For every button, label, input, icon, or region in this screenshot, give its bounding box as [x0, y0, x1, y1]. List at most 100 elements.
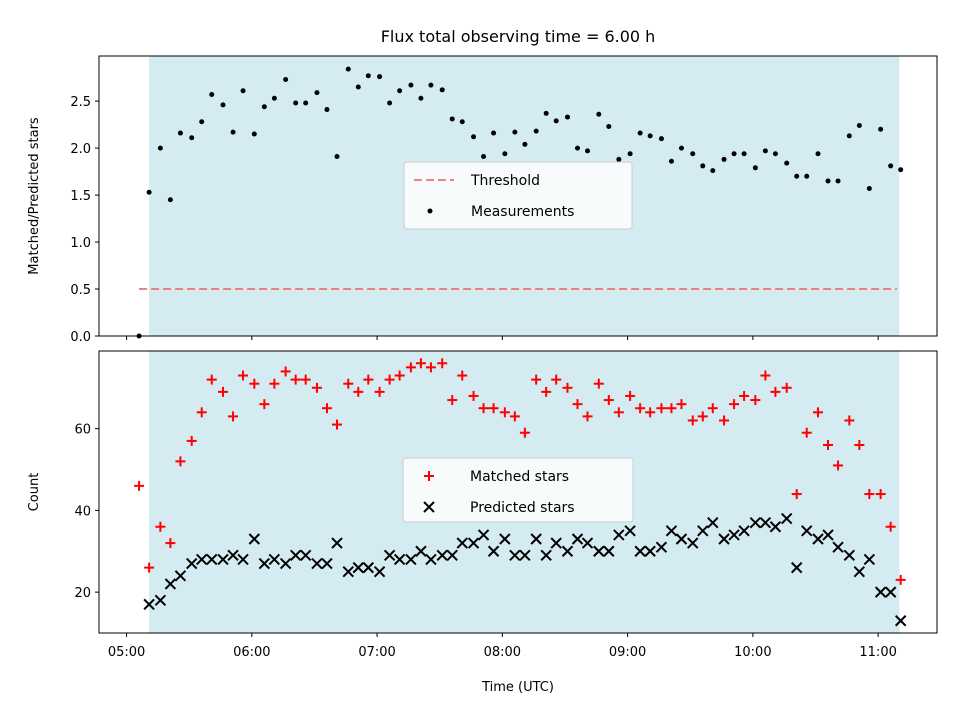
- data-point: [697, 411, 708, 422]
- data-point: [437, 358, 448, 369]
- data-point: [741, 151, 747, 157]
- data-point: [446, 549, 458, 562]
- data-point: [541, 386, 552, 397]
- data-point: [134, 480, 145, 491]
- data-point: [658, 136, 664, 142]
- data-point: [738, 525, 750, 537]
- data-point: [750, 395, 761, 406]
- data-point: [268, 553, 281, 566]
- data-point: [321, 557, 333, 570]
- x-tick-label: 08:00: [484, 645, 521, 660]
- data-point: [491, 130, 497, 136]
- data-point: [487, 545, 500, 557]
- data-point: [647, 133, 653, 139]
- data-point: [585, 148, 591, 154]
- data-point: [895, 574, 906, 585]
- data-point: [457, 370, 468, 381]
- data-point: [823, 440, 834, 450]
- y-tick-label: 2.0: [70, 142, 91, 157]
- data-point: [533, 128, 539, 134]
- data-point: [167, 197, 173, 203]
- data-point: [719, 415, 730, 426]
- data-point: [206, 374, 217, 385]
- data-point: [157, 145, 163, 151]
- data-point: [666, 403, 677, 414]
- data-point: [864, 489, 875, 500]
- data-point: [655, 541, 668, 553]
- data-point: [259, 399, 270, 410]
- data-point: [687, 415, 698, 426]
- legend-box: [402, 457, 634, 523]
- x-tick-label: 05:00: [108, 645, 145, 660]
- data-point: [812, 533, 824, 545]
- data-point: [471, 134, 477, 140]
- data-point: [853, 565, 866, 578]
- data-point: [185, 557, 198, 570]
- data-point: [613, 407, 624, 418]
- data-point: [154, 594, 167, 607]
- data-point: [377, 74, 383, 80]
- data-point: [519, 427, 530, 438]
- data-point: [676, 399, 687, 410]
- y-axis-label: Matched/Predicted stars: [27, 117, 42, 275]
- data-point: [832, 541, 844, 553]
- data-point: [209, 92, 215, 98]
- legend-label: Measurements: [471, 204, 574, 220]
- data-point: [228, 411, 239, 422]
- data-point: [397, 88, 403, 94]
- data-point: [146, 189, 152, 195]
- data-point: [804, 173, 810, 179]
- data-point: [835, 178, 841, 184]
- data-point: [300, 374, 311, 385]
- data-point: [218, 386, 229, 397]
- data-point: [353, 386, 364, 397]
- x-tick-label: 07:00: [358, 645, 395, 660]
- data-point: [634, 545, 646, 557]
- data-point: [668, 158, 674, 164]
- data-point: [449, 116, 455, 122]
- data-point: [878, 126, 884, 132]
- data-point: [606, 123, 612, 129]
- data-point: [522, 141, 528, 147]
- data-point: [261, 104, 267, 110]
- data-point: [428, 82, 434, 88]
- y-tick-label: 60: [74, 423, 91, 438]
- legend-box: [403, 161, 633, 230]
- y-tick-label: 20: [74, 586, 91, 601]
- legend-dot-swatch: [427, 208, 433, 214]
- data-point: [866, 185, 872, 191]
- y-tick-label: 2.5: [70, 95, 91, 110]
- data-point: [478, 403, 489, 414]
- data-point: [564, 114, 570, 120]
- data-point: [718, 533, 730, 545]
- data-point: [425, 553, 437, 566]
- data-point: [196, 553, 208, 566]
- x-tick-label: 06:00: [233, 645, 270, 660]
- y-tick-label: 0.0: [70, 330, 91, 345]
- data-point: [675, 533, 688, 545]
- data-point: [635, 403, 646, 414]
- data-point: [843, 549, 856, 562]
- data-point: [721, 156, 727, 162]
- data-point: [303, 100, 309, 106]
- legend-label: Threshold: [470, 173, 540, 189]
- data-point: [656, 403, 667, 414]
- data-point: [387, 100, 393, 106]
- data-point: [728, 529, 740, 541]
- data-point: [321, 403, 332, 414]
- data-point: [280, 366, 291, 377]
- series-measurements: [136, 66, 904, 339]
- data-point: [477, 529, 490, 541]
- data-point: [854, 440, 865, 450]
- data-point: [645, 407, 656, 418]
- data-point: [593, 545, 605, 557]
- data-point: [394, 370, 405, 381]
- data-point: [825, 178, 831, 184]
- x-tick-label: 10:00: [734, 645, 771, 660]
- data-point: [249, 378, 260, 389]
- data-point: [749, 516, 762, 529]
- data-point: [311, 557, 323, 570]
- y-axis-label: Count: [27, 473, 42, 512]
- data-point: [616, 156, 622, 162]
- data-point: [697, 525, 709, 537]
